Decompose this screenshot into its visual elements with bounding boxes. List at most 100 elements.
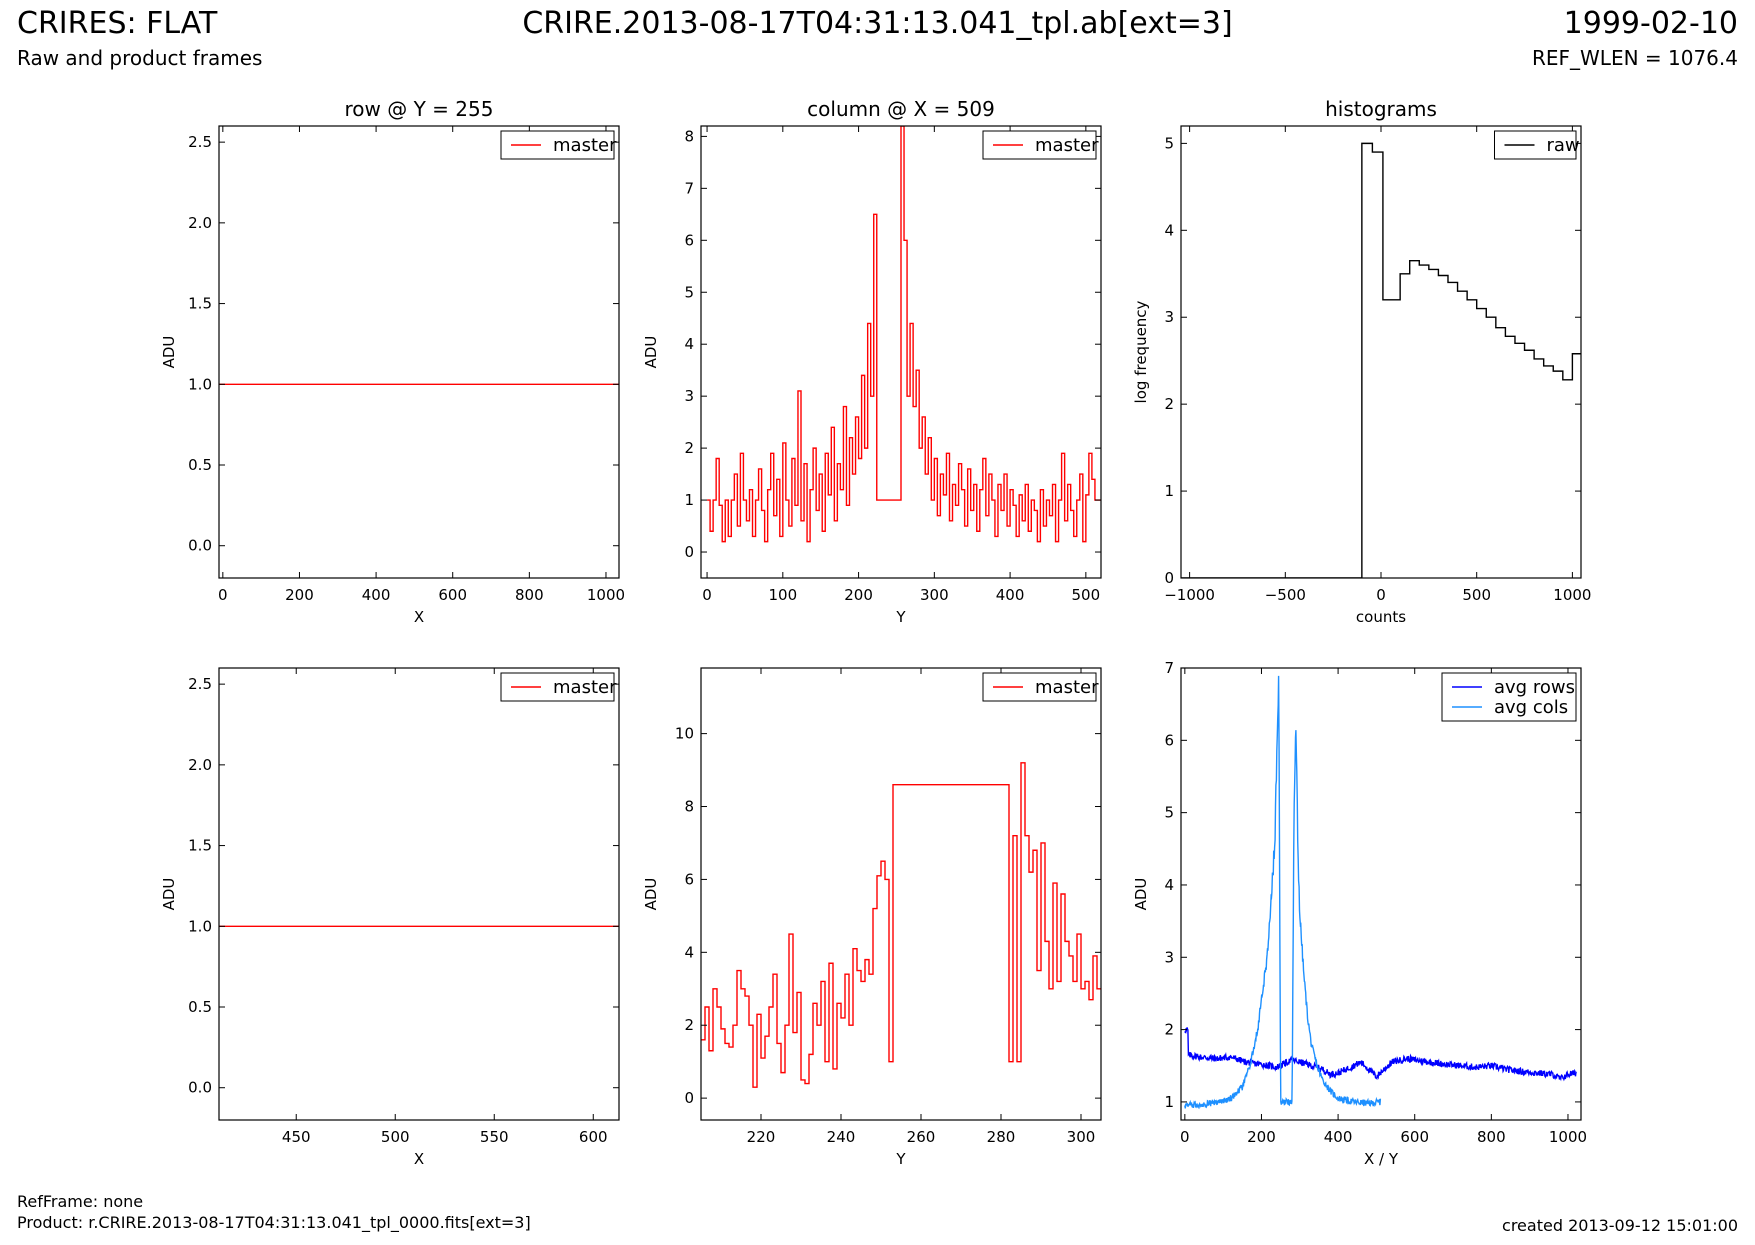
- file-title: CRIRE.2013-08-17T04:31:13.041_tpl.ab[ext…: [522, 6, 1233, 41]
- legend-label: master: [1035, 677, 1099, 698]
- plot-frame: [1180, 125, 1582, 579]
- legend-label: avg rows: [1494, 677, 1575, 698]
- y-axis-label: ADU: [160, 878, 178, 911]
- y-tick-label: 7: [1164, 659, 1174, 677]
- y-axis-label: log frequency: [1132, 300, 1150, 403]
- legend: master: [500, 672, 617, 702]
- y-tick-label: 0.5: [188, 998, 212, 1016]
- x-tick-label: 800: [1477, 1128, 1506, 1146]
- plot-frame: [700, 667, 1102, 1121]
- legend: master: [500, 130, 617, 160]
- legend-label: raw: [1547, 135, 1580, 156]
- plot-frame: [700, 125, 1102, 579]
- legend-label: master: [1035, 135, 1099, 156]
- series-avg-rows-line: [1184, 1027, 1578, 1082]
- y-tick-label: 6: [684, 231, 694, 249]
- legend-label: master: [553, 135, 617, 156]
- x-tick-label: 400: [996, 586, 1025, 604]
- chart-2: 0 100 200 300 400 500 0 1 2 3 4 5 6 7 8 Y ADU column @ X …: [642, 97, 1102, 626]
- y-tick-label: 6: [684, 870, 694, 888]
- plot-frame: [1180, 667, 1582, 1121]
- x-tick-label: 400: [362, 586, 391, 604]
- x-tick-label: 1000: [587, 586, 625, 604]
- x-tick-label: 200: [1247, 1128, 1276, 1146]
- legend-box: [1441, 672, 1577, 722]
- x-axis-label: X: [414, 1150, 424, 1168]
- x-tick-label: 0: [218, 586, 228, 604]
- y-axis-label: ADU: [160, 336, 178, 369]
- y-tick-label: 0.0: [188, 1079, 212, 1097]
- y-tick-label: 0: [684, 1089, 694, 1107]
- x-tick-label: 1000: [1549, 1128, 1587, 1146]
- legend-label: avg cols: [1494, 697, 1568, 718]
- x-axis-label: X: [414, 608, 424, 626]
- ref-wlen-label: REF_WLEN = 1076.4: [1531, 46, 1738, 70]
- y-axis-label: ADU: [1132, 878, 1150, 911]
- x-axis-label: X / Y: [1364, 1150, 1399, 1168]
- chart-4: 450 500 550 600 0.0 0.5 1.0 1.5 2.0 2.5 X ADU master: [160, 667, 620, 1168]
- y-tick-label: 2: [684, 1016, 694, 1034]
- footer-refframe: RefFrame: none: [17, 1192, 144, 1211]
- y-tick-label: 5: [1164, 804, 1174, 822]
- y-tick-label: 1.0: [188, 917, 212, 935]
- y-tick-label: 1: [684, 491, 694, 509]
- x-tick-label: 220: [747, 1128, 776, 1146]
- footer-created: created 2013-09-12 15:01:00: [1502, 1216, 1738, 1235]
- series-master-line: [707, 126, 1101, 543]
- y-tick-label: 3: [1164, 308, 1174, 326]
- x-tick-label: 500: [1072, 586, 1101, 604]
- y-tick-label: 3: [684, 387, 694, 405]
- x-tick-label: 600: [438, 586, 467, 604]
- chart-5: 220 240 260 280 300 0 2 4 6 8 10 Y ADU master: [642, 667, 1102, 1168]
- chart-3: −1000 −500 0 500 1000 0 1 2 3 4 5 counts log frequen…: [1132, 97, 1591, 626]
- x-axis-label: counts: [1356, 608, 1406, 626]
- y-tick-label: 3: [1164, 948, 1174, 966]
- plot-frame: [218, 667, 620, 1121]
- y-tick-label: 1.0: [188, 375, 212, 393]
- x-tick-label: 0: [702, 586, 712, 604]
- footer-product: Product: r.CRIRE.2013-08-17T04:31:13.041…: [17, 1213, 531, 1232]
- x-tick-label: 500: [381, 1128, 410, 1146]
- y-tick-label: 5: [684, 283, 694, 301]
- y-tick-label: 2: [684, 439, 694, 457]
- y-tick-label: 1.5: [188, 837, 212, 855]
- x-tick-label: 200: [285, 586, 314, 604]
- x-tick-label: 100: [768, 586, 797, 604]
- y-tick-label: 2.0: [188, 756, 212, 774]
- legend: master: [982, 672, 1099, 702]
- y-tick-label: 0.5: [188, 456, 212, 474]
- x-tick-label: 0: [1180, 1128, 1190, 1146]
- x-tick-label: 600: [1400, 1128, 1429, 1146]
- x-tick-label: 300: [1067, 1128, 1096, 1146]
- x-tick-label: 0: [1376, 586, 1386, 604]
- chart-2-data: [707, 126, 1101, 543]
- x-tick-label: 550: [480, 1128, 509, 1146]
- y-tick-label: 2: [1164, 395, 1174, 413]
- y-tick-label: 6: [1164, 731, 1174, 749]
- chart-1: 0 200 400 600 800 1000 0.0 0.5 1.0 1.5 2.0 2.5 X ADU r…: [160, 97, 625, 626]
- y-tick-label: 4: [684, 335, 694, 353]
- y-tick-label: 4: [1164, 876, 1174, 894]
- y-tick-label: 0: [1164, 569, 1174, 587]
- plot-frame: [218, 125, 620, 579]
- x-tick-label: 600: [579, 1128, 608, 1146]
- chart-6-data: [1184, 675, 1578, 1110]
- date-label: 1999-02-10: [1563, 6, 1738, 41]
- report-subtitle: Raw and product frames: [17, 46, 263, 70]
- y-tick-label: 0.0: [188, 537, 212, 555]
- chart-5-data: [701, 762, 1101, 1088]
- y-tick-label: 4: [684, 943, 694, 961]
- series-master-line: [701, 762, 1101, 1088]
- y-tick-label: 2.5: [188, 133, 212, 151]
- y-axis-label: ADU: [642, 336, 660, 369]
- y-tick-label: 7: [684, 179, 694, 197]
- series-avg-cols-line: [1184, 675, 1382, 1110]
- x-tick-label: 200: [844, 586, 873, 604]
- y-tick-label: 8: [684, 798, 694, 816]
- x-tick-label: 800: [515, 586, 544, 604]
- y-tick-label: 2: [1164, 1021, 1174, 1039]
- chart-title: row @ Y = 255: [345, 97, 494, 121]
- y-tick-label: 2.5: [188, 675, 212, 693]
